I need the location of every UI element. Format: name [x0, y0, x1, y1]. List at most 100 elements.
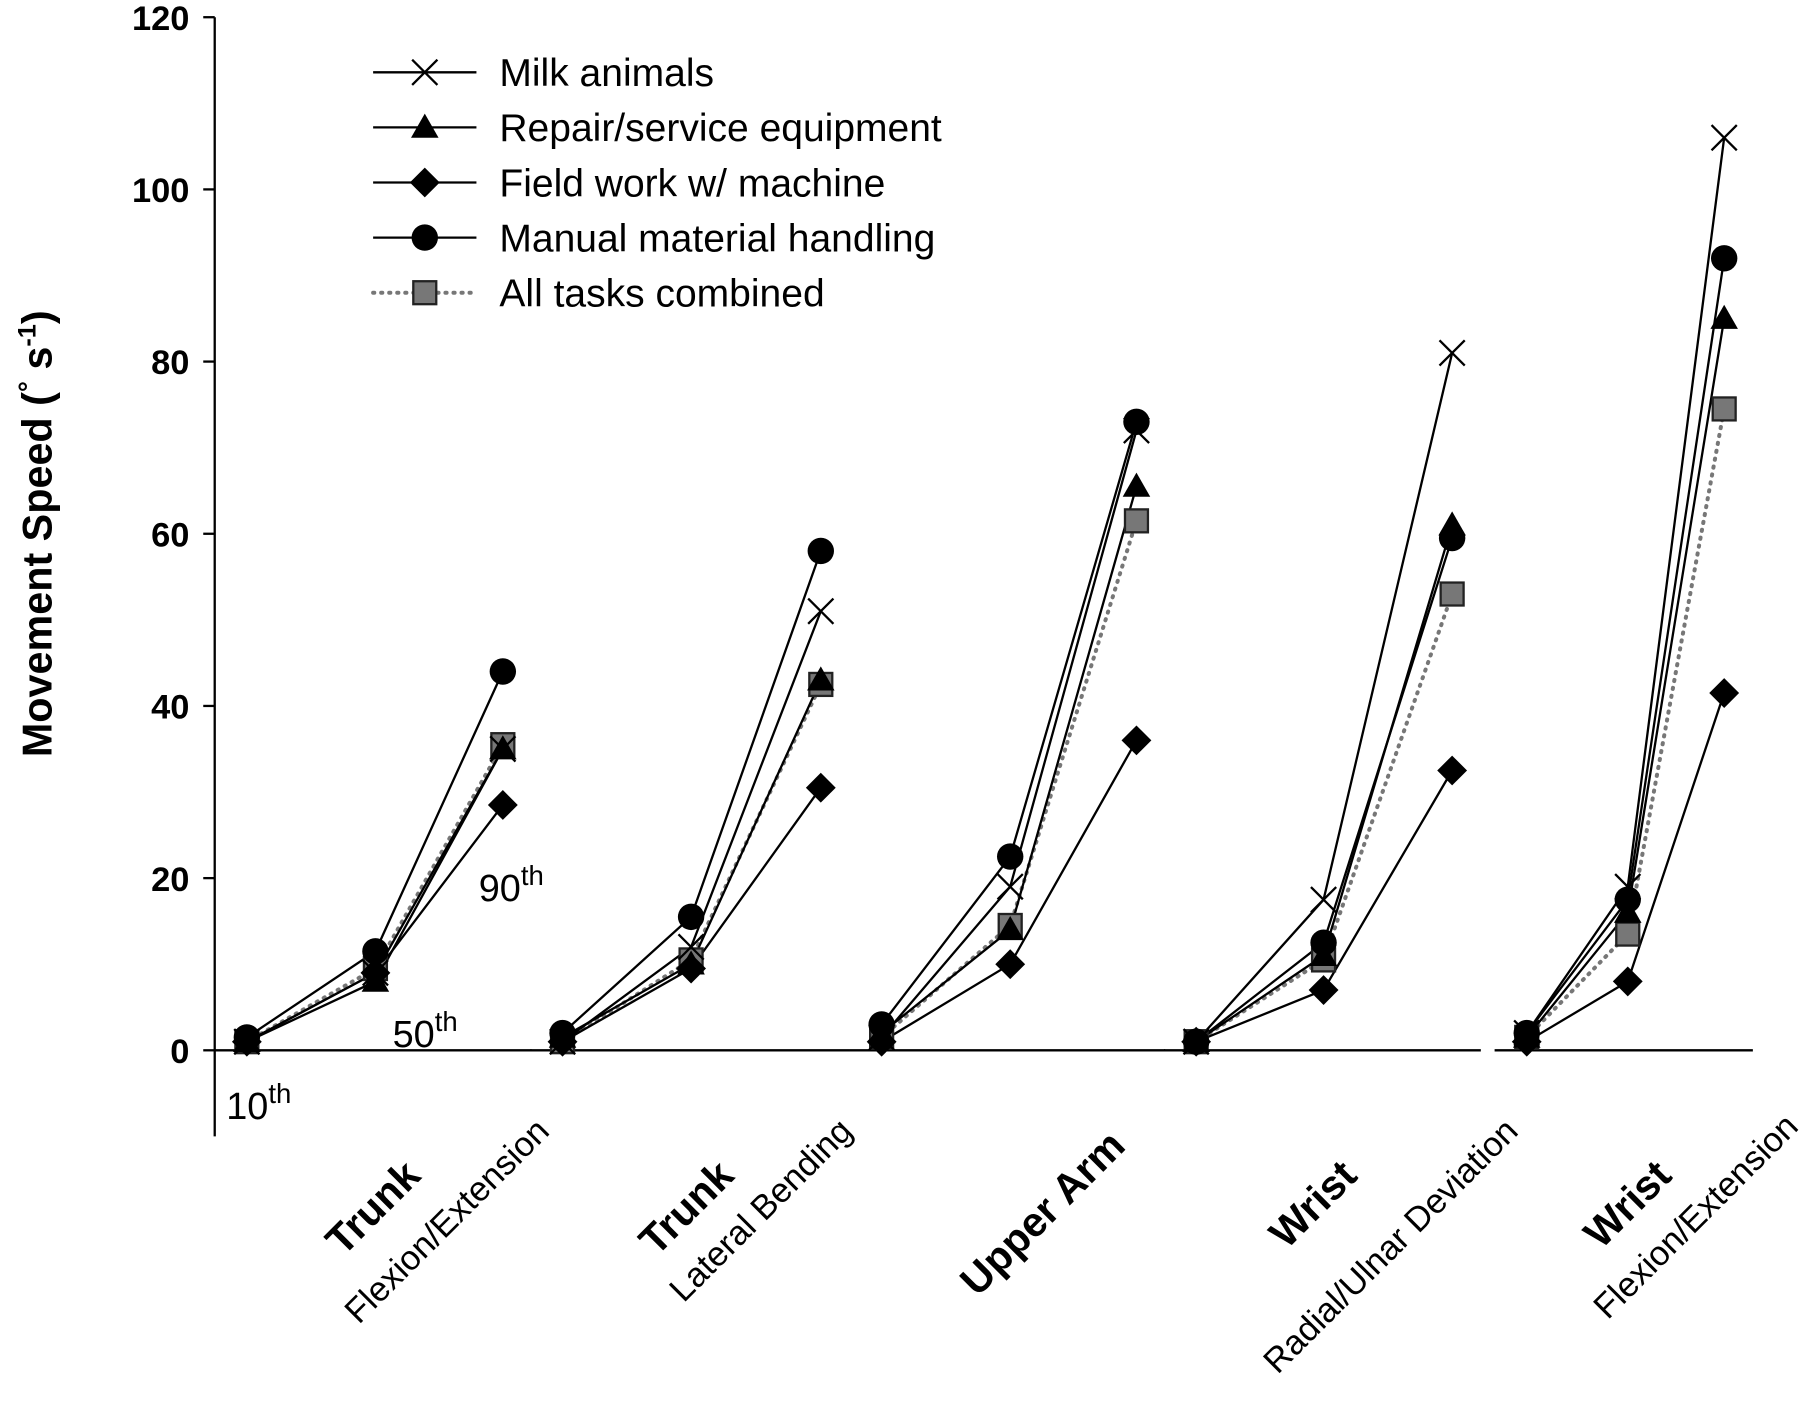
y-axis-label-degree: ° — [13, 381, 44, 392]
x-marker — [361, 959, 389, 987]
percentile-suffix: th — [268, 1078, 291, 1109]
diamond-marker — [487, 790, 518, 820]
legend-item: Field work w/ machine — [373, 162, 885, 205]
series-all-tasks-combined — [244, 406, 1727, 1044]
legend-item: Manual material handling — [373, 217, 935, 260]
series-line — [246, 748, 504, 1043]
x-marker — [1438, 339, 1466, 367]
triangle-marker — [411, 113, 439, 138]
series-line — [560, 682, 823, 1044]
legend-label: All tasks combined — [499, 272, 824, 315]
triangle-marker — [1122, 472, 1151, 497]
series-line — [246, 804, 504, 1043]
square-marker — [1711, 396, 1737, 422]
series-markers — [234, 396, 1737, 1055]
diamond-marker — [995, 949, 1026, 980]
y-axis-label-exponent: -1 — [14, 324, 42, 346]
legend-label: Manual material handling — [499, 217, 935, 260]
x-marker — [1710, 124, 1738, 152]
y-tick-label: 20 — [151, 861, 189, 899]
percentile-number: 10 — [226, 1086, 268, 1128]
y-tick-label: 120 — [132, 0, 189, 38]
diamond-marker — [1612, 966, 1643, 997]
circle-marker — [233, 1024, 261, 1051]
circle-marker — [411, 224, 438, 251]
percentile-label: 90th — [479, 860, 544, 910]
legend-label: Repair/service equipment — [499, 107, 942, 150]
category-label: Wrist — [1260, 1151, 1365, 1256]
y-tick-label: 100 — [132, 172, 189, 210]
circle-marker — [1614, 886, 1641, 913]
series-manual-material-handling — [246, 258, 1726, 1043]
diamond-marker — [805, 772, 836, 803]
diamond-marker — [409, 167, 440, 198]
x-marker — [677, 933, 705, 961]
diamond-marker — [1437, 755, 1468, 786]
plot-area — [231, 124, 1740, 1057]
x-stroke — [411, 58, 439, 86]
legend: Milk animals Repair/service equipment Fiel… — [371, 52, 942, 315]
x-marker — [489, 735, 517, 763]
diamond-marker — [1709, 678, 1740, 708]
circle-marker — [1182, 1028, 1210, 1055]
triangle-marker — [677, 950, 705, 975]
triangle-marker — [807, 666, 835, 691]
x-stroke — [677, 933, 705, 961]
triangle-marker — [361, 967, 390, 992]
circle-marker — [1310, 929, 1337, 956]
x-stroke — [1710, 124, 1738, 152]
circle-marker — [489, 658, 517, 685]
legend-item: Milk animals — [373, 52, 714, 95]
percentile-label: 50th — [393, 1006, 458, 1056]
circle-marker — [1123, 408, 1150, 436]
x-stroke — [807, 597, 835, 625]
percentile-number: 90 — [479, 868, 521, 910]
series-repair-service-equipment — [246, 318, 1726, 1043]
x-marker — [807, 597, 835, 625]
series-line — [881, 739, 1138, 1043]
diamond-marker — [1308, 975, 1339, 1005]
triangle-marker — [1710, 304, 1738, 329]
circle-marker — [677, 903, 705, 931]
percentile-number: 50 — [393, 1014, 435, 1056]
y-axis-label-main: Movement Speed ( — [15, 392, 61, 757]
circle-marker — [1710, 245, 1738, 272]
x-stroke — [1438, 339, 1466, 367]
series-line — [880, 430, 1138, 1039]
circle-marker — [362, 938, 389, 965]
triangle-marker — [489, 735, 517, 760]
square-marker — [1123, 508, 1150, 534]
legend-item: Repair/service equipment — [373, 107, 942, 150]
x-stroke — [489, 735, 517, 763]
circle-marker — [807, 537, 834, 565]
percentile-suffix: th — [435, 1006, 458, 1037]
x-marker — [1310, 886, 1338, 914]
axes: 0 20 40 60 80 100 120 — [132, 0, 1753, 1137]
square-marker — [1615, 921, 1641, 947]
series-line — [244, 742, 505, 1044]
y-axis-label: Movement Speed (° s-1) — [13, 310, 61, 757]
category-label: Upper Arm — [951, 1122, 1133, 1304]
square-marker — [1439, 581, 1465, 607]
y-axis-label-close: ) — [15, 310, 61, 324]
circle-marker — [996, 843, 1024, 870]
legend-label: Milk animals — [499, 52, 714, 95]
square-marker — [412, 280, 438, 306]
series-markers — [231, 678, 1740, 1057]
legend-label: Field work w/ machine — [499, 162, 885, 205]
y-tick-label: 0 — [170, 1033, 189, 1071]
y-tick-label: 80 — [151, 344, 189, 382]
y-tick-label: 60 — [151, 516, 189, 554]
x-stroke — [996, 873, 1024, 901]
circle-marker — [1513, 1019, 1540, 1047]
percentile-label: 10th — [226, 1078, 291, 1128]
x-marker — [996, 873, 1024, 901]
series-line — [246, 748, 504, 1043]
series-markers — [233, 304, 1738, 1053]
y-tick-label: 40 — [151, 689, 189, 727]
y-axis-label-unit: s — [15, 347, 61, 381]
percentile-suffix: th — [521, 860, 544, 891]
series-milk-animals — [246, 137, 1726, 1043]
circle-marker — [868, 1011, 895, 1038]
